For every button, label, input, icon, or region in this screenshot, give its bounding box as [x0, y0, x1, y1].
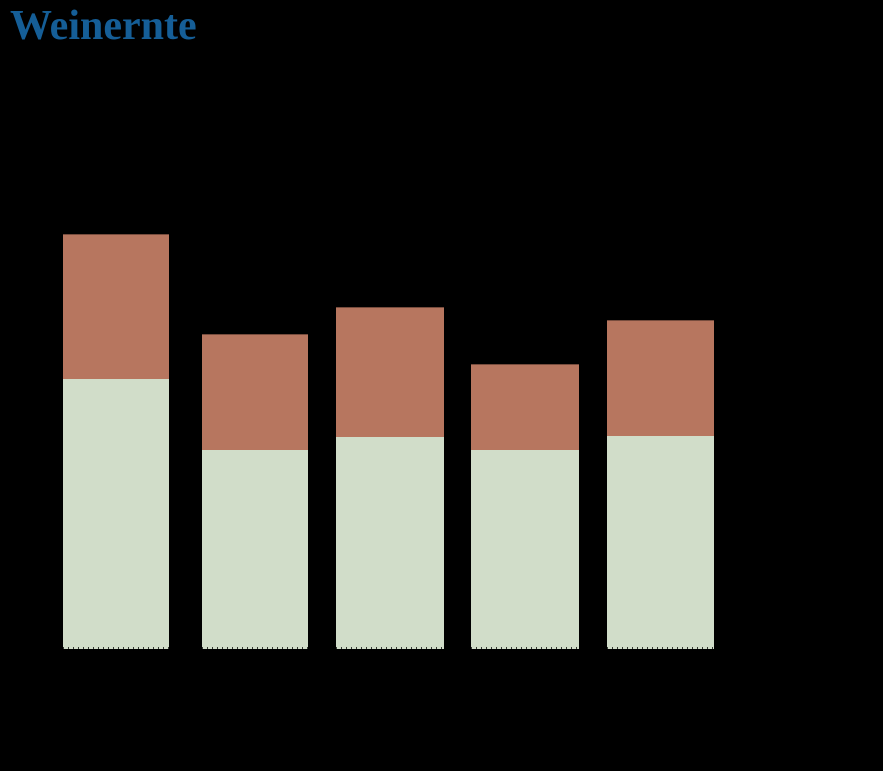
- bar-segment-upper: [336, 307, 444, 437]
- baseline-dotted-ticks: [471, 647, 579, 649]
- bar-stack-bar-3: [336, 307, 444, 649]
- bar-stack-bar-5: [607, 320, 714, 649]
- bar-stack-bar-2: [202, 334, 308, 649]
- chart-title: Weinernte: [10, 3, 197, 49]
- bar-segment-lower: [63, 379, 169, 649]
- bar-segment-upper: [607, 320, 714, 436]
- bar-segment-lower: [607, 436, 714, 649]
- bar-segment-lower: [471, 450, 579, 649]
- baseline-dotted-ticks: [202, 647, 308, 649]
- bar-stack-bar-4: [471, 364, 579, 649]
- bar-segment-upper: [202, 334, 308, 450]
- baseline-dotted-ticks: [336, 647, 444, 649]
- baseline-dotted-ticks: [63, 647, 169, 649]
- bar-stack-bar-1: [63, 234, 169, 649]
- bar-segment-upper: [63, 234, 169, 379]
- bar-segment-upper: [471, 364, 579, 450]
- baseline-dotted-ticks: [607, 647, 714, 649]
- bar-segment-lower: [336, 437, 444, 649]
- bar-segment-lower: [202, 450, 308, 649]
